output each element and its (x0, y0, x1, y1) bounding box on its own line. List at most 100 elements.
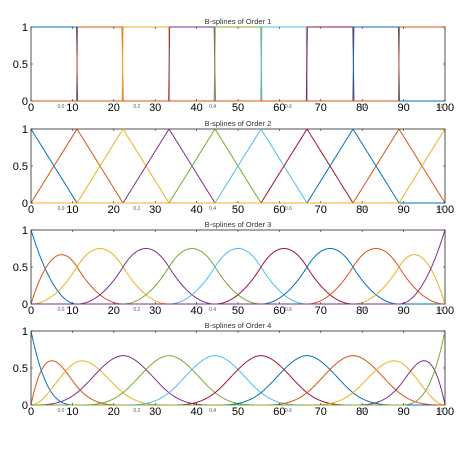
panel-order-4: B-splines of Order 40 10 20 30 40 50 60 70 80 90 1… (13, 321, 454, 418)
basis-curve (31, 229, 446, 305)
basis-curve (30, 229, 445, 305)
x-tick-label: 50 (232, 305, 244, 317)
x-tick-label: 60 (273, 204, 285, 216)
x-tick-label: 80 (356, 305, 368, 317)
x-tick-label: 0 (28, 102, 34, 114)
knot-label: 0.4 (209, 104, 216, 110)
knot-label: 0.6 (285, 307, 292, 313)
knot-label: 0.8 (361, 307, 368, 313)
basis-curve (31, 254, 446, 305)
knot-label: 1.0 (437, 408, 444, 414)
x-tick-label: 20 (108, 406, 120, 418)
x-tick-label: 100 (436, 204, 454, 216)
y-tick-label: 0.5 (13, 262, 28, 274)
basis-curve (31, 128, 445, 204)
basis-curve (31, 247, 445, 305)
x-tick-label: 10 (66, 406, 78, 418)
x-tick-label: 60 (273, 305, 285, 317)
x-tick-label: 40 (190, 102, 202, 114)
basis-curve (31, 355, 445, 406)
x-tick-label: 90 (397, 102, 409, 114)
knot-label: 0.4 (209, 206, 216, 212)
y-tick-label: 0.5 (13, 161, 28, 173)
axes-box (30, 330, 446, 406)
y-tick-label: 1 (22, 225, 28, 237)
x-tick-label: 80 (356, 102, 368, 114)
basis-curve (31, 247, 445, 305)
x-tick-label: 30 (149, 102, 161, 114)
panel-title: B-splines of Order 1 (205, 17, 272, 26)
panel-title: B-splines of Order 4 (205, 321, 272, 330)
x-tick-label: 20 (108, 102, 120, 114)
x-tick-label: 0 (28, 305, 34, 317)
x-tick-label: 30 (149, 305, 161, 317)
basis-curve (31, 247, 445, 305)
basis-curve (31, 247, 446, 305)
knot-label: 1.0 (437, 206, 444, 212)
x-tick-label: 40 (190, 204, 202, 216)
x-tick-label: 80 (356, 204, 368, 216)
x-tick-label: 50 (232, 406, 244, 418)
y-tick-label: 0 (22, 400, 28, 412)
axes-box (30, 229, 446, 305)
basis-curve (30, 247, 445, 305)
y-tick-label: 1 (22, 326, 28, 338)
y-tick-label: 0 (22, 198, 28, 210)
knot-label: 0.6 (285, 408, 292, 414)
basis-curve (31, 26, 445, 102)
x-tick-label: 10 (66, 102, 78, 114)
panel-title: B-splines of Order 3 (205, 220, 272, 229)
panel-title: B-splines of Order 2 (205, 119, 272, 128)
basis-curve (31, 26, 445, 102)
basis-curve (30, 360, 445, 406)
x-tick-label: 70 (315, 305, 327, 317)
knot-label: 0.4 (209, 307, 216, 313)
panel-order-2: B-splines of Order 20 10 20 30 40 50 60 70 80 90 1… (13, 119, 454, 216)
basis-curve (31, 355, 445, 406)
x-tick-label: 100 (436, 305, 454, 317)
axes-box (30, 26, 446, 102)
knot-label: 0.0 (58, 104, 65, 110)
x-tick-label: 0 (28, 406, 34, 418)
knot-label: 0.0 (58, 307, 65, 313)
knot-label: 0.2 (133, 206, 140, 212)
x-tick-label: 40 (190, 305, 202, 317)
x-tick-label: 30 (149, 204, 161, 216)
knot-label: 0.6 (285, 104, 292, 110)
basis-curve (31, 355, 445, 406)
basis-curve (31, 360, 446, 406)
panel-order-3: B-splines of Order 30 10 20 30 40 50 60 70 80 90 1… (13, 220, 454, 317)
x-tick-label: 60 (273, 102, 285, 114)
knot-label: 0.2 (133, 307, 140, 313)
knot-label: 0.0 (58, 206, 65, 212)
basis-curve (31, 26, 445, 102)
basis-curve (31, 26, 445, 102)
knot-label: 0.2 (133, 104, 140, 110)
knot-label: 1.0 (437, 104, 444, 110)
x-tick-label: 100 (436, 102, 454, 114)
y-tick-label: 0 (22, 96, 28, 108)
x-tick-label: 70 (315, 102, 327, 114)
knot-label: 0.8 (361, 104, 368, 110)
basis-curve (30, 330, 445, 406)
y-tick-label: 0 (22, 299, 28, 311)
x-tick-label: 20 (108, 305, 120, 317)
y-tick-label: 1 (22, 124, 28, 136)
basis-curve (31, 360, 446, 406)
y-tick-label: 0.5 (13, 59, 28, 71)
basis-curve (31, 355, 445, 406)
basis-curve (31, 248, 445, 305)
panel-order-1: B-splines of Order 10 10 20 30 40 50 60 70 80 90 1… (13, 17, 454, 114)
knot-label: 0.6 (285, 206, 292, 212)
basis-curve (31, 26, 445, 102)
basis-curve (31, 26, 445, 102)
x-tick-label: 80 (356, 406, 368, 418)
basis-curve (31, 330, 446, 406)
x-tick-label: 60 (273, 406, 285, 418)
knot-label: 1.0 (437, 307, 444, 313)
knot-label: 0.0 (58, 408, 65, 414)
basis-curve (31, 26, 445, 102)
x-tick-label: 10 (66, 305, 78, 317)
